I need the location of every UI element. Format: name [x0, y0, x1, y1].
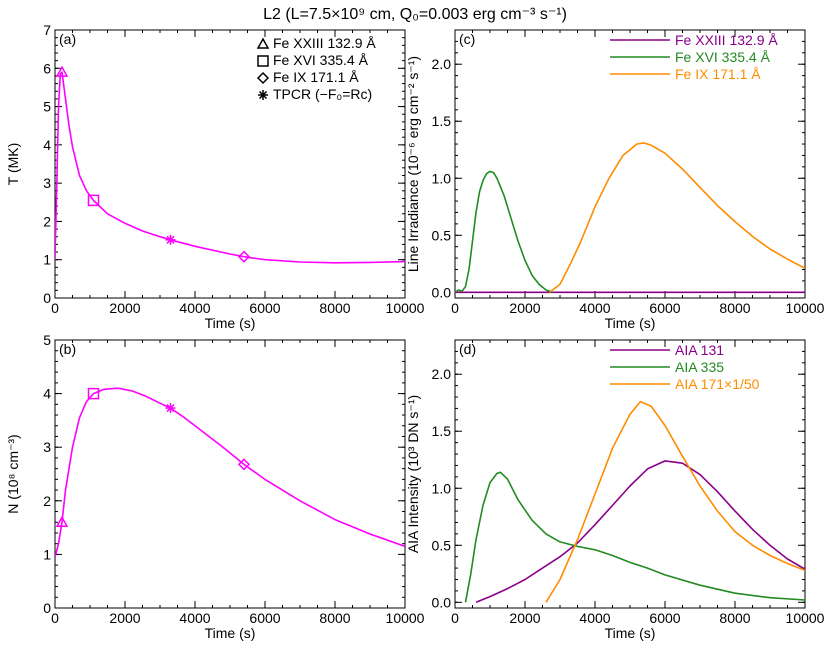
x-axis-title: Time (s): [205, 625, 256, 641]
x-tick-label: 0: [451, 300, 459, 316]
y-tick-label: 2.0: [432, 366, 452, 382]
x-tick-label: 10000: [786, 300, 825, 316]
series-line-0: [55, 71, 405, 264]
y-tick-label: 4: [43, 386, 51, 402]
legend-label: Fe XVI 335.4 Å: [273, 52, 369, 68]
legend-symbol-triangle: [256, 37, 270, 49]
data-marker-asterisk: [165, 234, 176, 245]
data-marker-square: [87, 194, 100, 207]
x-tick-label: 10000: [386, 300, 425, 316]
y-tick-label: 7: [43, 22, 51, 38]
panel-label: (b): [59, 341, 76, 357]
y-tick-label: 0: [43, 600, 51, 616]
y-tick-label: 3: [43, 439, 51, 455]
x-tick-label: 10000: [786, 610, 825, 626]
y-tick-label: 1: [43, 546, 51, 562]
legend-symbol-square: [257, 55, 269, 67]
x-tick-label: 2000: [509, 300, 540, 316]
x-axis-title: Time (s): [605, 315, 656, 331]
y-tick-label: 1.5: [432, 423, 452, 439]
panel-c: 0 2000 4000 6000 8000 10000 0.0 0.5 1.0 1.5 2.0 Tim…: [405, 29, 825, 331]
data-marker-diamond: [237, 250, 251, 263]
y-tick-label: 2: [43, 493, 51, 509]
panel-b: 0 2000 4000 6000 8000 10000 0 1 2 3 4 5 Time (s) N (1…: [5, 332, 425, 641]
figure-title: L2 (L=7.5×10⁹ cm, Q₀=0.003 erg cm⁻³ s⁻¹): [263, 6, 567, 23]
x-axis-title: Time (s): [205, 315, 256, 331]
y-axis-title: N (10⁸ cm⁻³): [5, 434, 21, 513]
data-marker-asterisk-stroke: [166, 235, 175, 244]
x-tick-label: 4000: [579, 300, 610, 316]
x-tick-label: 0: [51, 300, 59, 316]
legend-label: Fe IX 171.1 Å: [675, 66, 761, 82]
x-tick-label: 4000: [179, 610, 210, 626]
x-tick-label: 4000: [579, 610, 610, 626]
x-tick-label: 8000: [319, 300, 350, 316]
legend-label: TPCR (−F₀=Rc): [273, 86, 372, 102]
data-marker-diamond: [237, 458, 251, 471]
data-marker-triangle: [55, 65, 69, 77]
axes-frame: [54, 339, 406, 609]
legend-label: AIA 171×1/50: [675, 376, 760, 392]
x-tick-label: 6000: [649, 300, 680, 316]
x-tick-label: 6000: [249, 300, 280, 316]
panel-label: (a): [59, 31, 76, 47]
legend-label: AIA 131: [675, 342, 724, 358]
series-line-0: [55, 387, 405, 558]
series-line-1: [464, 471, 805, 603]
y-axis-title: T (MK): [5, 143, 21, 186]
legend-symbol-diamond: [256, 71, 270, 85]
y-tick-label: 0.5: [432, 227, 452, 243]
x-tick-label: 8000: [319, 610, 350, 626]
y-tick-label: 5: [43, 332, 51, 348]
panel-label: (c): [459, 31, 475, 47]
legend-label: Fe XXIII 132.9 Å: [675, 32, 778, 48]
x-tick-label: 8000: [719, 300, 750, 316]
x-tick-label: 10000: [386, 610, 425, 626]
x-axis-title: Time (s): [605, 625, 656, 641]
legend-symbol-asterisk-stroke: [258, 90, 268, 100]
y-tick-label: 0.0: [432, 284, 452, 300]
y-tick-label: 1: [43, 252, 51, 268]
legend-label: Fe XXIII 132.9 Å: [273, 35, 376, 51]
x-tick-label: 0: [51, 610, 59, 626]
data-marker-triangle: [55, 515, 69, 527]
legend-symbol-asterisk: [258, 90, 268, 100]
y-tick-label: 4: [43, 137, 51, 153]
y-tick-label: 1.5: [432, 113, 452, 129]
data-marker-square: [87, 387, 100, 400]
series-line-0: [475, 460, 805, 604]
y-axis-title: AIA Intensity (10³ DN s⁻¹): [405, 395, 421, 553]
series-line-2: [545, 400, 805, 603]
y-tick-label: 2: [43, 213, 51, 229]
y-tick-label: 0.5: [432, 537, 452, 553]
y-tick-label: 1.0: [432, 480, 452, 496]
x-tick-label: 0: [451, 610, 459, 626]
series-line-2: [549, 142, 805, 293]
y-tick-label: 6: [43, 60, 51, 76]
y-tick-label: 5: [43, 99, 51, 115]
x-tick-label: 2000: [109, 300, 140, 316]
legend-label: AIA 335: [675, 359, 724, 375]
y-tick-label: 0: [43, 290, 51, 306]
panel-d: 0 2000 4000 6000 8000 10000 0.0 0.5 1.0 1.5 2.0 Tim…: [405, 339, 825, 641]
y-tick-label: 0.0: [432, 594, 452, 610]
x-tick-label: 2000: [509, 610, 540, 626]
legend-label: Fe XVI 335.4 Å: [675, 49, 771, 65]
y-tick-label: 3: [43, 175, 51, 191]
x-tick-label: 8000: [719, 610, 750, 626]
x-tick-label: 6000: [649, 610, 680, 626]
x-tick-label: 6000: [249, 610, 280, 626]
data-marker-asterisk-stroke: [166, 404, 175, 413]
panel-a: 0 2000 4000 6000 8000 10000 0 1 2 3 4 5 6 7 Time (s) T …: [5, 22, 425, 331]
y-tick-label: 2.0: [432, 56, 452, 72]
legend-label: Fe IX 171.1 Å: [273, 69, 359, 85]
data-marker-asterisk: [165, 403, 176, 414]
panel-label: (d): [459, 341, 476, 357]
x-tick-label: 2000: [109, 610, 140, 626]
series-line-1: [455, 170, 554, 294]
y-tick-label: 1.0: [432, 170, 452, 186]
y-axis-title: Line Irradiance (10⁻⁶ erg cm⁻² s⁻¹): [405, 56, 421, 272]
x-tick-label: 4000: [179, 300, 210, 316]
